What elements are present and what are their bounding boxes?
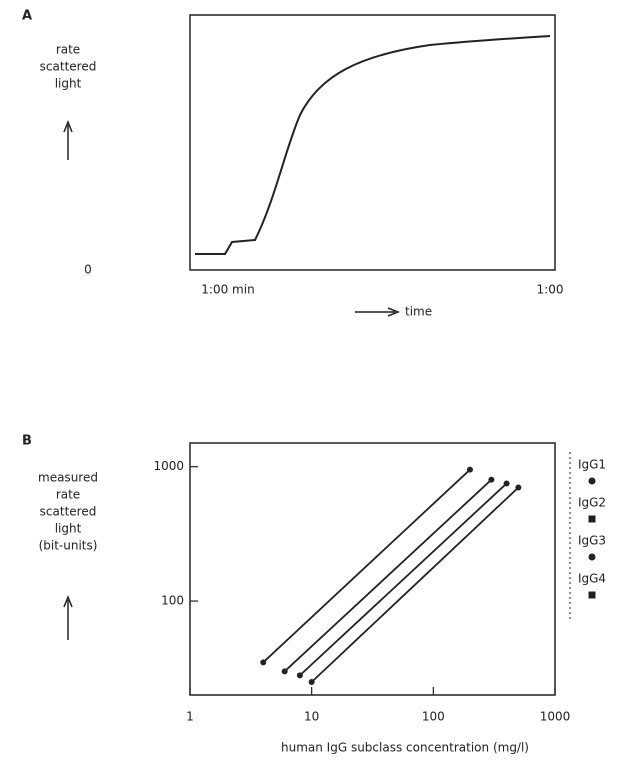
data-point — [309, 679, 315, 685]
legend-label: IgG2 — [578, 496, 606, 510]
y-tick-label: 1000 — [153, 459, 184, 473]
x-tick-label: 1:00 min — [201, 283, 254, 297]
x-tick-label: 1 — [186, 710, 194, 724]
y-axis-label: light — [55, 77, 82, 91]
data-point — [504, 480, 510, 486]
figure: A 0 B rate scattered light 1:00 min 1:00 time… — [0, 0, 630, 767]
y-axis-label: rate — [56, 43, 80, 57]
data-point — [515, 484, 521, 490]
x-tick-label: 100 — [422, 710, 445, 724]
y-axis-label: rate — [56, 488, 80, 502]
legend-label: IgG4 — [578, 572, 606, 586]
data-point — [297, 672, 303, 678]
legend-marker — [589, 478, 596, 485]
series-line — [312, 487, 519, 681]
y-axis-label: (bit-units) — [39, 539, 98, 553]
x-tick-label: 1000 — [540, 710, 571, 724]
panel-label: B — [22, 434, 32, 449]
legend-label: IgG3 — [578, 534, 606, 548]
data-point — [488, 477, 494, 483]
x-tick-label: 1:00 — [537, 283, 564, 297]
y-axis-label: measured — [38, 471, 98, 485]
y-axis-label: scattered — [40, 60, 97, 74]
data-point — [260, 659, 266, 665]
legend-label: IgG1 — [578, 458, 606, 472]
kinetic-curve — [195, 36, 550, 254]
legend-marker — [589, 554, 596, 561]
plot-frame — [190, 443, 555, 695]
data-point — [467, 467, 473, 473]
y-axis-label: light — [55, 522, 82, 536]
data-point — [282, 668, 288, 674]
plot-frame — [190, 15, 555, 270]
series-line — [263, 470, 470, 663]
series-line — [300, 483, 507, 675]
y-tick-label: 100 — [161, 594, 184, 608]
panel-label: A — [22, 9, 32, 24]
legend-marker — [589, 592, 596, 599]
legend-marker — [589, 516, 596, 523]
y-axis-label: scattered — [40, 505, 97, 519]
x-axis-label: time — [405, 305, 432, 319]
origin-mark: 0 — [84, 263, 92, 277]
x-axis-label: human IgG subclass concentration (mg/l) — [281, 741, 529, 755]
series-line — [285, 480, 492, 672]
x-tick-label: 10 — [304, 710, 319, 724]
